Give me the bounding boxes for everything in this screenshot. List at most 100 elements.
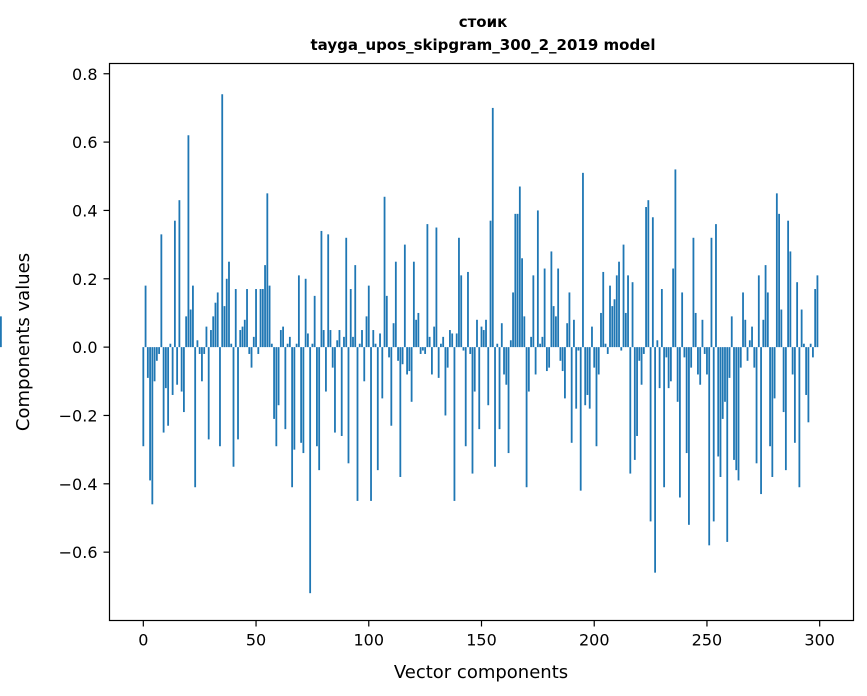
bar xyxy=(800,309,803,348)
bar xyxy=(196,340,199,348)
bar xyxy=(782,347,785,413)
bar xyxy=(615,275,618,348)
bar xyxy=(642,347,645,354)
bar xyxy=(394,261,397,348)
y-tick-label: 0.0 xyxy=(72,338,97,357)
bar xyxy=(307,333,309,348)
bar xyxy=(805,347,808,395)
bar xyxy=(712,347,715,522)
bar xyxy=(514,213,517,348)
bar xyxy=(185,316,188,348)
bar xyxy=(273,347,275,419)
bar xyxy=(437,347,440,378)
bar xyxy=(609,285,611,348)
bar xyxy=(241,326,244,348)
bar xyxy=(724,347,726,402)
bar xyxy=(674,169,677,348)
bar xyxy=(543,268,546,348)
bar xyxy=(780,309,783,348)
bar xyxy=(237,347,239,440)
bar xyxy=(676,347,679,402)
bar xyxy=(381,347,384,399)
bar xyxy=(155,347,158,361)
bar xyxy=(419,347,422,354)
bar xyxy=(701,319,704,348)
bar xyxy=(304,278,307,348)
bar xyxy=(489,220,492,348)
bar xyxy=(636,347,638,436)
bar xyxy=(688,347,690,525)
bar xyxy=(518,186,521,348)
bar xyxy=(690,347,693,368)
bar xyxy=(476,319,478,348)
bar xyxy=(446,347,449,368)
bar xyxy=(669,347,672,382)
bar xyxy=(733,347,735,460)
bar xyxy=(703,347,706,354)
bar xyxy=(0,316,2,348)
bar xyxy=(561,347,564,372)
bar xyxy=(814,289,817,348)
bar xyxy=(645,207,647,348)
bar xyxy=(667,347,670,389)
bar xyxy=(536,210,539,348)
bar xyxy=(403,244,406,348)
bar xyxy=(286,343,289,348)
bar xyxy=(541,336,544,348)
bar xyxy=(352,336,354,348)
bar xyxy=(183,347,185,413)
bar xyxy=(656,340,659,348)
bar xyxy=(760,347,762,495)
bar xyxy=(577,347,580,351)
bar xyxy=(225,278,228,348)
bar xyxy=(453,347,456,501)
y-axis-ticks: −0.6 −0.4 −0.2 0.0 0.2 0.4 0.6 0.8 xyxy=(59,65,110,562)
bar xyxy=(545,347,548,372)
bar xyxy=(412,261,415,348)
x-axis-label: Vector components xyxy=(394,662,568,683)
bar xyxy=(187,135,190,348)
bar xyxy=(376,347,379,471)
x-tick-label: 150 xyxy=(466,631,497,650)
bar xyxy=(167,347,170,426)
bar xyxy=(343,336,345,348)
bar xyxy=(171,347,174,395)
bar xyxy=(374,343,377,348)
bar xyxy=(234,289,237,348)
bar xyxy=(753,347,756,368)
bar xyxy=(568,292,571,348)
bar xyxy=(796,282,799,348)
bar xyxy=(203,347,206,354)
bar xyxy=(771,347,774,477)
bar xyxy=(611,306,614,348)
bar xyxy=(812,347,814,358)
bar xyxy=(564,347,566,399)
bar xyxy=(331,347,334,368)
bar xyxy=(232,347,235,467)
bar xyxy=(279,330,282,348)
bar xyxy=(618,261,620,348)
bar xyxy=(679,347,681,498)
bar xyxy=(216,292,219,348)
bar xyxy=(388,347,390,358)
bar xyxy=(629,347,632,474)
bar xyxy=(338,330,341,348)
bar xyxy=(633,347,636,460)
bar xyxy=(354,265,357,348)
bar xyxy=(613,299,616,348)
bar xyxy=(710,237,713,348)
bar xyxy=(532,275,535,348)
bar xyxy=(223,306,226,348)
bar xyxy=(192,285,194,348)
bar xyxy=(555,316,557,348)
bar xyxy=(784,347,787,471)
bar xyxy=(325,347,327,392)
bar xyxy=(293,347,296,450)
bar xyxy=(807,347,810,423)
bar xyxy=(435,227,438,348)
bar xyxy=(478,347,481,430)
bar xyxy=(708,347,711,546)
bar xyxy=(512,292,514,348)
bar xyxy=(717,347,720,457)
